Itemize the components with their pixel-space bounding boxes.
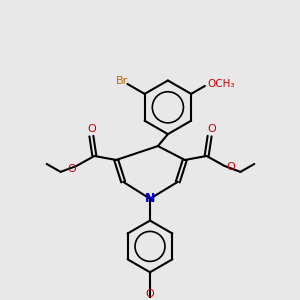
Text: OCH₃: OCH₃ (207, 79, 235, 89)
Text: O: O (67, 164, 76, 174)
Text: O: O (87, 124, 96, 134)
Text: O: O (226, 162, 235, 172)
Text: O: O (146, 289, 154, 299)
Text: Br: Br (116, 76, 129, 86)
Text: O: O (207, 124, 216, 134)
Text: N: N (145, 192, 155, 205)
